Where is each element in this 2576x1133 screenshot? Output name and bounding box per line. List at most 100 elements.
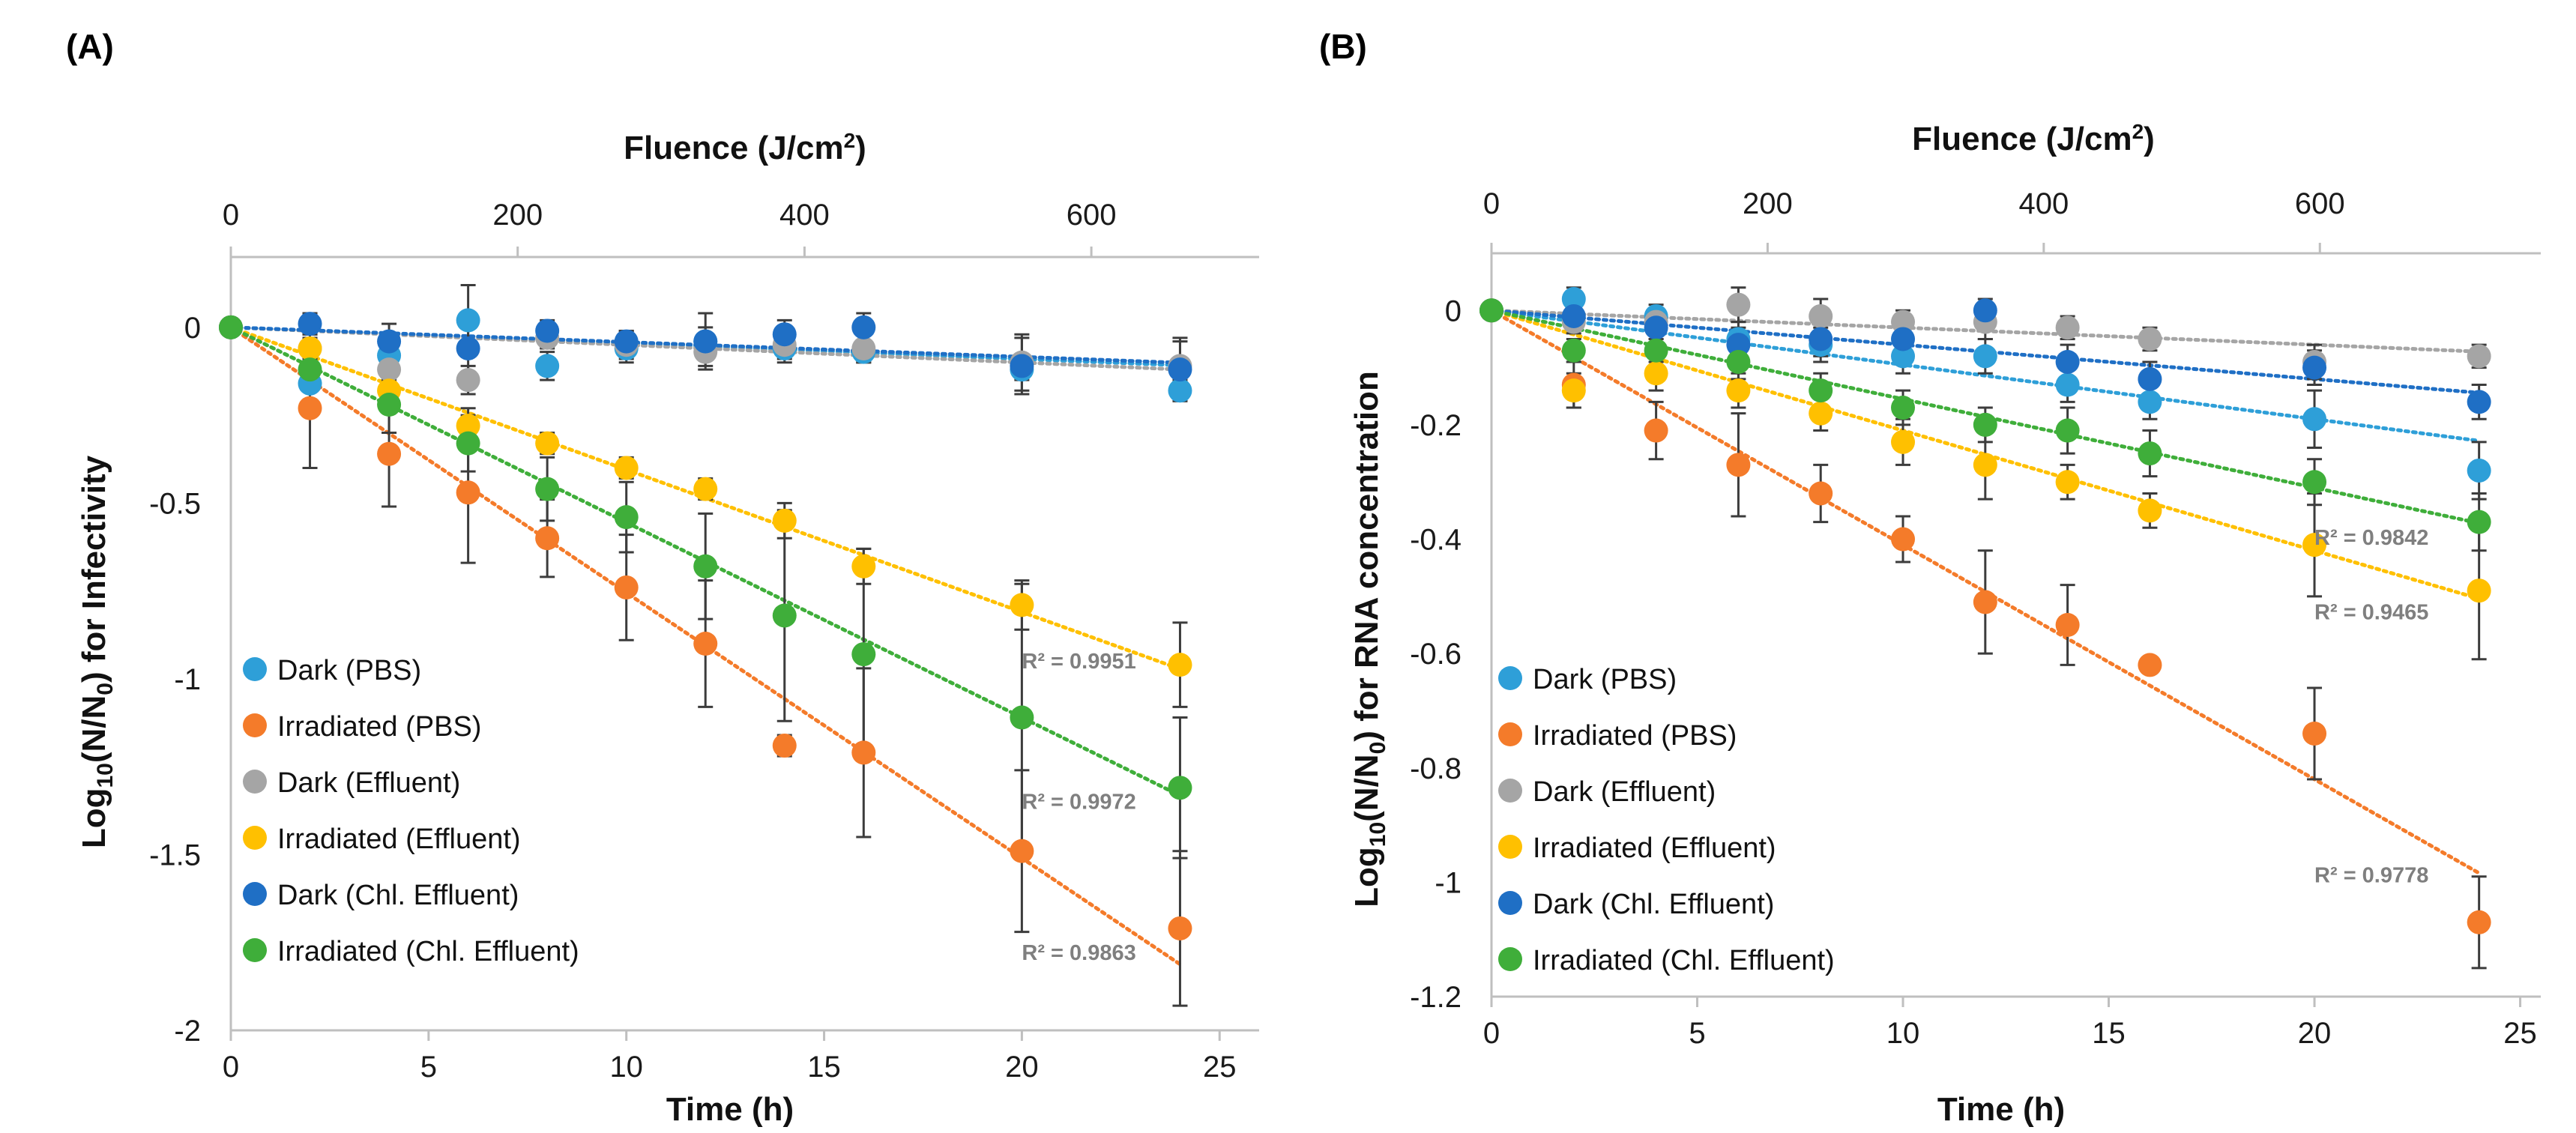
x-axis-tick-label: 20 [2298,1017,2332,1050]
top-axis-tick-label: 200 [1743,187,1793,220]
x-axis-tick-label: 0 [223,1051,239,1084]
data-point [2467,910,2491,934]
y-axis-tick-label: -0.4 [1410,524,1462,557]
data-point [2138,653,2162,677]
y-axis-tick-label: 0 [184,312,201,345]
top-axis-tick-label: 0 [1483,187,1500,220]
legend-marker [1498,835,1522,859]
data-point [614,456,639,480]
data-point [219,315,243,339]
legend-marker [1498,666,1522,690]
legend-label: Irradiated (Chl. Effluent) [277,936,579,967]
legend-label: Irradiated (Chl. Effluent) [1533,945,1835,976]
data-point [298,312,322,336]
data-point [772,734,797,758]
data-point [1726,378,1751,403]
data-point [2302,533,2327,558]
data-point [772,322,797,347]
data-point [1644,315,1668,340]
data-point [1891,396,1916,420]
data-point [1561,303,1586,328]
data-point [1973,412,1997,437]
data-point [1644,361,1668,386]
data-point [2055,418,2080,443]
top-axis-title: Fluence (J/cm2) [1912,120,2155,158]
y-axis-tick-label: -2 [174,1015,201,1048]
data-point [851,554,876,578]
top-axis-tick-label: 400 [779,199,830,232]
data-point [2138,441,2162,466]
data-point [1809,378,1833,403]
legend-marker [243,882,267,906]
data-point [1561,338,1586,363]
legend-label: Dark (Effluent) [277,767,460,799]
data-point [456,368,480,393]
data-point [2467,344,2491,369]
legend-marker [243,938,267,962]
r-squared-label: R² = 0.9778 [2314,863,2428,887]
data-point [693,632,718,656]
data-point [298,336,322,360]
top-axis-tick-label: 0 [223,199,239,232]
data-point [2055,349,2080,374]
data-point [2302,470,2327,495]
legend-label: Dark (Chl. Effluent) [277,880,519,911]
y-axis-title: Log10(N/N0) for Infectivity [76,455,118,848]
x-axis-title: Time (h) [666,1091,794,1128]
data-point [2138,327,2162,351]
data-point [1561,378,1586,403]
data-point [456,308,480,333]
data-point [1168,916,1192,940]
data-point [2138,390,2162,414]
data-point [456,480,480,505]
data-point [1644,418,1668,443]
legend-label: Dark (Chl. Effluent) [1533,889,1774,920]
legend-marker [243,713,267,737]
data-point [1809,481,1833,506]
data-point [456,431,480,456]
data-point [1168,378,1192,403]
x-axis-tick-label: 5 [1689,1017,1705,1050]
data-point [1973,453,1997,477]
x-axis-tick-label: 25 [2503,1017,2537,1050]
x-axis-title: Time (h) [1937,1091,2065,1128]
data-point [377,329,402,354]
data-point [1891,429,1916,454]
data-point [614,329,639,354]
data-point [1973,298,1997,323]
data-point [1168,653,1192,677]
data-point [1010,354,1034,378]
data-point [851,336,876,360]
data-point [1168,776,1192,800]
data-point [2467,390,2491,414]
y-axis-tick-label: -0.5 [149,487,201,520]
r-squared-label: R² = 0.9951 [1022,650,1135,674]
data-point [851,315,876,339]
data-point [1644,338,1668,363]
y-axis-tick-label: -0.2 [1410,409,1462,442]
data-point [1891,327,1916,351]
data-point [298,396,322,420]
data-point [456,414,480,438]
data-point [298,357,322,382]
data-point [1561,287,1586,312]
data-point [1010,705,1034,730]
y-axis-tick-label: -0.8 [1410,752,1462,785]
data-point [535,354,560,378]
top-axis-tick-label: 600 [2295,187,2345,220]
data-point [377,441,402,466]
data-point [456,336,480,360]
legend-label: Irradiated (PBS) [1533,720,1737,752]
data-point [2302,355,2327,380]
data-point [2302,407,2327,432]
data-point [2055,315,2080,340]
panel-label: (A) [66,27,114,66]
data-point [1891,309,1916,334]
data-point [535,526,560,551]
data-point [2138,498,2162,523]
y-axis-tick-label: 0 [1445,294,1462,327]
data-point [2138,366,2162,391]
legend-marker [1498,891,1522,915]
